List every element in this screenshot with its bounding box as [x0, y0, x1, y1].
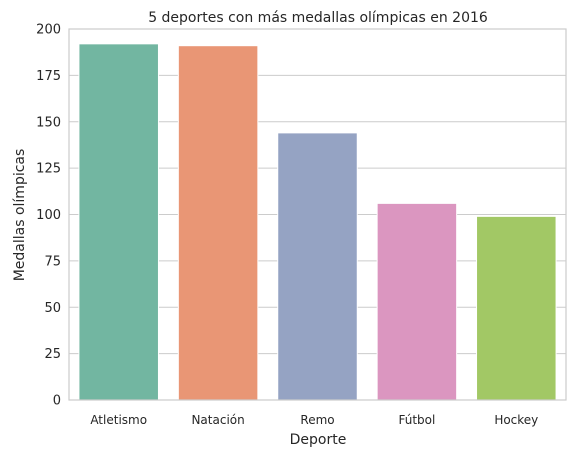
y-tick-label: 0 [53, 394, 61, 409]
y-tick-label: 125 [36, 162, 61, 177]
x-tick-label: Atletismo [90, 413, 147, 427]
y-tick-label: 25 [44, 347, 61, 362]
bar-atletismo [78, 43, 159, 401]
x-tick-label: Hockey [494, 413, 538, 427]
x-tick-label: Fútbol [398, 413, 435, 427]
y-axis-label: Medallas olímpicas [12, 149, 28, 282]
bar-futbol [376, 202, 458, 401]
bars [78, 43, 557, 401]
bar-hockey [476, 215, 557, 401]
plot-frame [68, 28, 567, 401]
bar-natacion [177, 45, 259, 401]
y-tick-label: 150 [36, 115, 61, 130]
x-tick-labels: Atletismo Natación Remo Fútbol Hockey [90, 413, 538, 427]
x-tick-label: Remo [300, 413, 334, 427]
chart-title: 5 deportes con más medallas olímpicas en… [148, 10, 488, 26]
x-tick-label: Natación [191, 413, 244, 427]
y-tick-label: 50 [44, 301, 61, 316]
bar-remo [277, 132, 358, 401]
y-tick-labels: 0 25 50 75 100 125 150 175 200 [36, 23, 61, 409]
y-tick-label: 75 [44, 254, 61, 269]
y-tick-label: 100 [36, 208, 61, 223]
x-axis-label: Deporte [290, 432, 347, 448]
y-tick-label: 200 [36, 23, 61, 38]
y-tick-label: 175 [36, 69, 61, 84]
